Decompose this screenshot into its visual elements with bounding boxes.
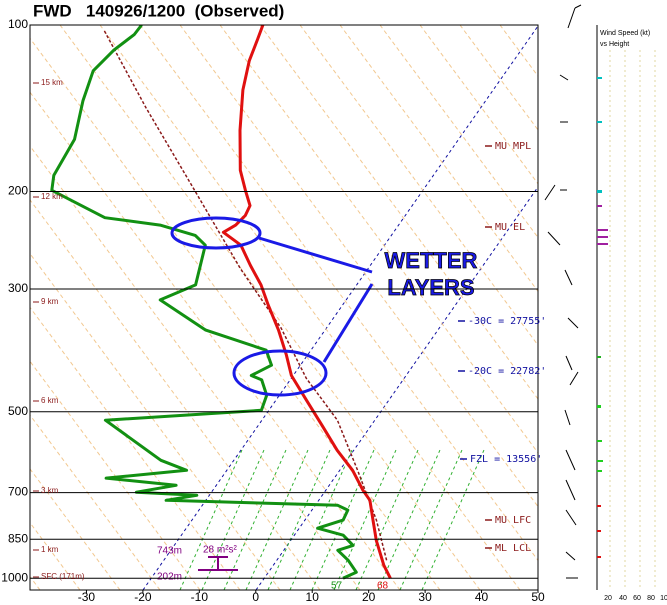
x-tick-label: 30: [418, 590, 432, 604]
level-label: MU LFC: [495, 515, 531, 526]
background-lines: [30, 25, 538, 590]
isotherm: [142, 25, 538, 590]
annotation: WETTER: [385, 248, 478, 273]
dry-adiabat: [219, 25, 538, 454]
bottom-label: 743m: [157, 546, 182, 557]
dry-adiabat: [99, 25, 521, 590]
dry-adiabat: [299, 25, 538, 347]
x-tick-label: 0: [252, 590, 259, 604]
pointer-line: [258, 236, 373, 274]
wind-tick-label: 20: [604, 595, 612, 602]
x-tick-label: -10: [191, 590, 209, 604]
mixing-ratio-line: [399, 449, 463, 590]
dry-adiabat: [30, 145, 361, 590]
mixing-ratio-line: [289, 449, 353, 590]
mixing-ratio-line: [377, 449, 441, 590]
level-label: ML LCL: [495, 543, 531, 554]
x-tick-label: 20: [362, 590, 376, 604]
x-tick-label: -20: [134, 590, 152, 604]
bottom-label: 68: [377, 581, 389, 592]
dry-adiabat: [30, 252, 281, 590]
y-tick-label: 500: [8, 404, 28, 418]
level-label: MU EL: [495, 222, 525, 233]
dry-adiabat: [30, 91, 401, 590]
bottom-label: 202m: [157, 572, 182, 583]
y-tick-label: 200: [8, 184, 28, 198]
mixing-ratio-line: [311, 449, 375, 590]
x-tick-label: -30: [78, 590, 96, 604]
level-label: -20C = 22782': [468, 366, 546, 377]
pointer-line: [322, 283, 374, 363]
annotation: LAYERS: [387, 275, 474, 300]
wind-panel-title: vs Height: [600, 41, 629, 48]
wind-tick-label: 80: [647, 595, 655, 602]
highlight-ellipse: [170, 216, 262, 250]
height-label: SFC (171m): [41, 572, 85, 581]
mixing-ratio-line: [223, 449, 287, 590]
profile-line: [103, 29, 388, 561]
wind-tick-label: 60: [633, 595, 641, 602]
y-tick-label: 700: [8, 485, 28, 499]
isotherm: [255, 186, 538, 590]
wind-barbs: [544, 4, 582, 579]
chart-title: FWD 140926/1200 (Observed): [33, 1, 284, 20]
y-tick-label: 850: [8, 531, 28, 545]
mixing-ratio-line: [355, 449, 419, 590]
height-label: 3 km: [41, 486, 59, 495]
height-label: 15 km: [41, 78, 63, 87]
dry-adiabat: [179, 25, 538, 508]
mixing-ratio-line: [179, 449, 243, 590]
height-label: 6 km: [41, 396, 59, 405]
level-label: -30C = 27755': [468, 316, 546, 327]
y-tick-label: 1000: [1, 570, 28, 584]
dry-adiabat: [30, 199, 321, 590]
level-label: FZL = 13556': [470, 454, 542, 465]
wind-tick-label: 40: [619, 595, 627, 602]
bottom-label: 28 m²s²: [203, 545, 238, 556]
x-tick-label: 10: [306, 590, 320, 604]
height-label: 12 km: [41, 192, 63, 201]
bottom-label: 57: [331, 581, 343, 592]
x-tick-label: 40: [475, 590, 489, 604]
height-label: 1 km: [41, 545, 59, 554]
level-label: MU MPL: [495, 141, 531, 152]
mixing-ratio-line: [201, 449, 265, 590]
dry-adiabat: [30, 37, 441, 590]
helicity-bracket: [198, 556, 238, 571]
x-tick-label: 50: [531, 590, 545, 604]
mixing-ratio-line: [333, 449, 397, 590]
wind-panel-grid: [609, 50, 656, 590]
wind-tick-label: 10: [660, 595, 667, 602]
y-tick-label: 100: [8, 17, 28, 31]
mixing-ratio-line: [267, 449, 331, 590]
dry-adiabat: [139, 25, 538, 562]
mixing-ratio-line: [421, 449, 485, 590]
mixing-ratio-line: [245, 449, 309, 590]
dry-adiabat: [259, 25, 538, 400]
wind-panel-title: Wind Speed (kt): [600, 30, 650, 37]
profile-line: [221, 25, 392, 579]
height-label: 9 km: [41, 297, 59, 306]
wind-panel-bars: [597, 77, 608, 558]
highlight-ellipse: [232, 349, 328, 397]
y-tick-label: 300: [8, 281, 28, 295]
